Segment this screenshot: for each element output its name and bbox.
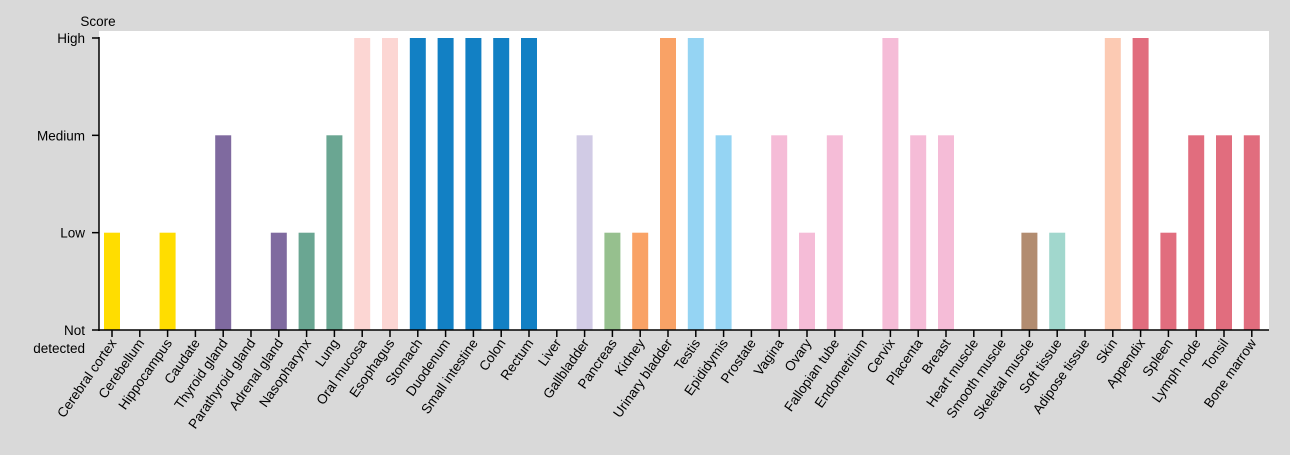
bar	[660, 38, 676, 330]
bar	[576, 135, 593, 330]
bar	[1104, 38, 1121, 330]
bar	[493, 38, 510, 330]
x-tick-label: Vagina	[751, 336, 787, 379]
y-tick-label: Not detected	[33, 323, 85, 356]
bar	[715, 135, 732, 330]
bar	[910, 135, 927, 330]
bar	[799, 232, 815, 330]
bar	[604, 232, 621, 330]
x-tick-label: Skin	[1093, 336, 1120, 366]
y-tick-label: Medium	[37, 128, 85, 143]
bar	[437, 38, 454, 330]
bar	[687, 38, 704, 330]
bar	[1049, 232, 1066, 330]
bar	[1216, 135, 1232, 330]
bar	[354, 38, 371, 330]
bar	[382, 38, 398, 330]
bar	[882, 38, 899, 330]
bar	[159, 232, 176, 330]
bars-layer	[104, 38, 1260, 330]
bar	[270, 232, 287, 330]
bar	[1132, 38, 1149, 330]
x-tick-label: Bone marrow	[1201, 336, 1259, 411]
y-tick-label: Low	[60, 226, 85, 241]
bar	[826, 135, 843, 330]
bar	[521, 38, 537, 330]
plot-area	[99, 31, 1269, 330]
bar	[465, 38, 482, 330]
bar	[215, 135, 232, 330]
bar	[1021, 232, 1038, 330]
bar	[326, 135, 343, 330]
bar	[1243, 135, 1260, 330]
bar	[938, 135, 954, 330]
bar	[1188, 135, 1205, 330]
bar	[1160, 232, 1177, 330]
y-tick-label: High	[57, 31, 85, 46]
bar	[771, 135, 788, 330]
bar	[632, 232, 649, 330]
bar	[298, 232, 315, 330]
bar	[104, 232, 120, 330]
bar	[409, 38, 426, 330]
y-axis-title: Score	[80, 14, 115, 29]
